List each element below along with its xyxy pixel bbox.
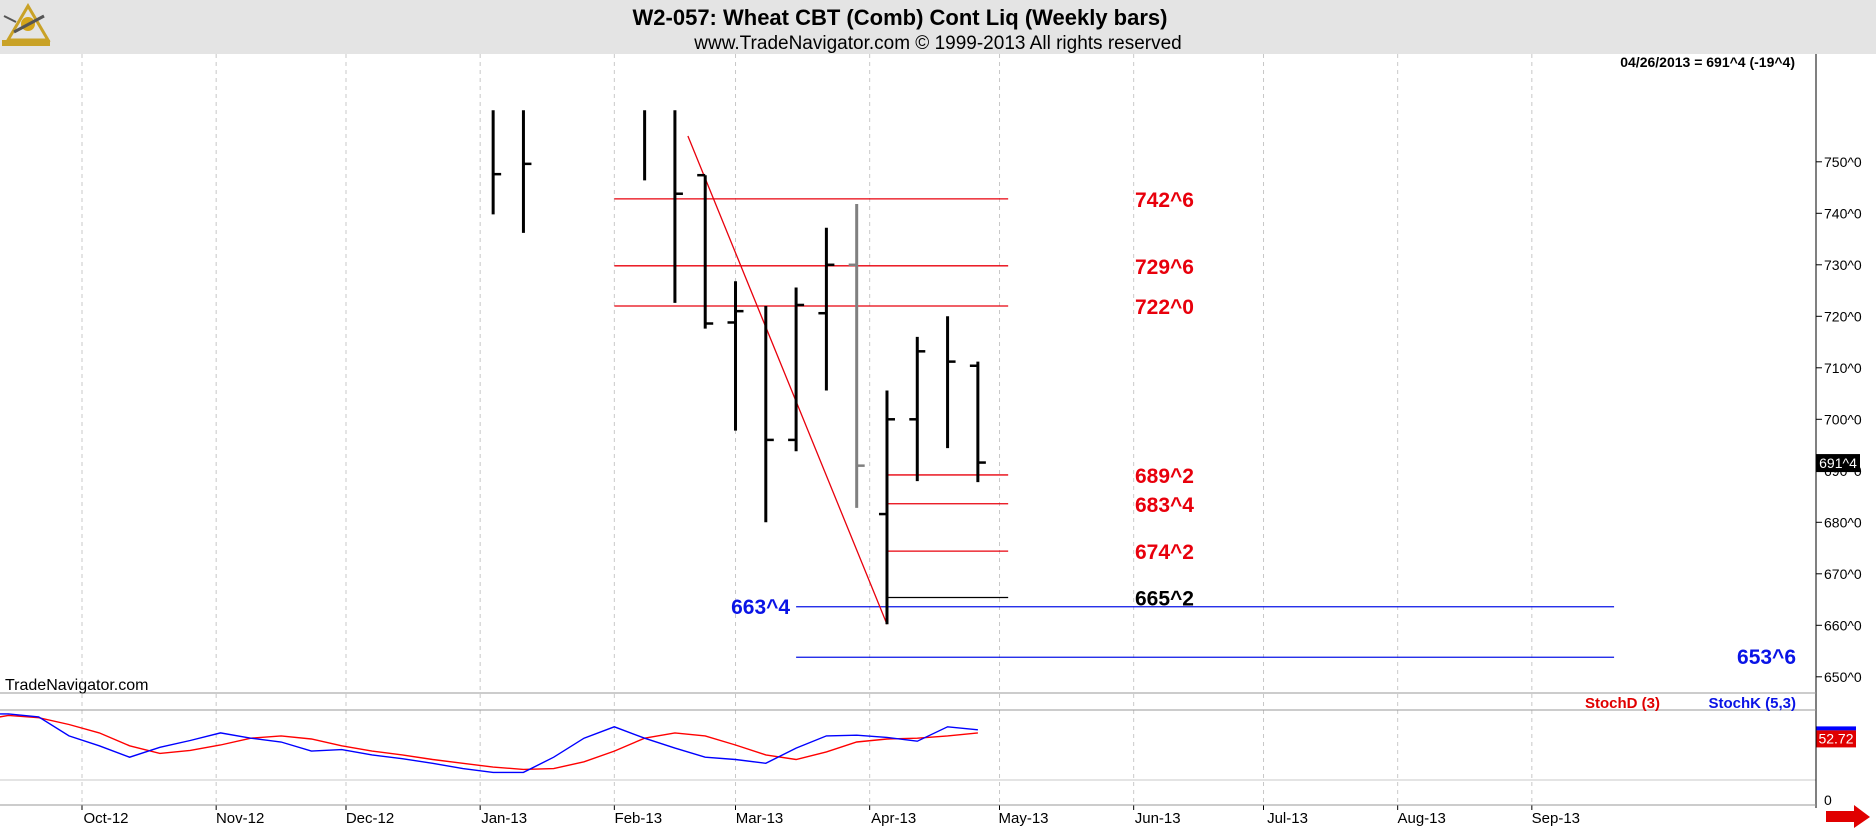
scroll-right-arrow[interactable]	[1826, 805, 1870, 828]
stochastic-panel: 052.72	[0, 713, 1856, 808]
price-bars: 691^4	[491, 110, 1860, 625]
x-tick-label: Jul-13	[1267, 810, 1308, 827]
price-levels: 742^6 729^6 722^0 689^2 683^4 674^2 665^2 663^4…	[614, 135, 1796, 669]
x-tick-label: Jan-13	[481, 810, 527, 827]
stoch-d-line	[0, 714, 978, 771]
watermark: TradeNavigator.com	[5, 677, 148, 694]
x-tick-label: Jun-13	[1135, 810, 1181, 827]
level-label: 689^2	[1135, 465, 1194, 488]
stoch-k-line	[0, 713, 978, 774]
y-tick-label: 750^0	[1824, 154, 1862, 170]
last-price-tag: 691^4	[1819, 455, 1857, 471]
x-axis: Oct-12 Nov-12 Dec-12 Jan-13 Feb-13 Mar-13 Apr-…	[81, 805, 1580, 827]
level-label: 683^4	[1135, 494, 1194, 517]
y-tick-label: 710^0	[1824, 360, 1862, 376]
y-tick-label: 730^0	[1824, 257, 1862, 273]
stoch-value-tag: 52.72	[1818, 730, 1853, 746]
y-tick-label: 680^0	[1824, 514, 1862, 530]
x-tick-label: Apr-13	[871, 810, 916, 827]
y-axis: 650^0660^0670^0680^0690^0700^0710^0720^0…	[1816, 154, 1862, 685]
x-tick-label: Dec-12	[346, 810, 394, 827]
last-quote-readout: 04/26/2013 = 691^4 (-19^4)	[1620, 54, 1795, 70]
header-band	[0, 0, 1876, 54]
level-label: 674^2	[1135, 541, 1194, 564]
x-tick-label: Nov-12	[216, 810, 264, 827]
stoch-k-tag-marker	[1816, 726, 1856, 731]
x-tick-label: May-13	[998, 810, 1048, 827]
chart-title: W2-057: Wheat CBT (Comb) Cont Liq (Weekl…	[633, 5, 1168, 30]
y-tick-label: 660^0	[1824, 617, 1862, 633]
y-tick-label: 720^0	[1824, 308, 1862, 324]
y-tick-label: 670^0	[1824, 566, 1862, 582]
stoch-tag-bg	[1816, 730, 1856, 748]
level-label: 653^6	[1737, 646, 1796, 669]
level-label: 729^6	[1135, 256, 1194, 279]
level-label: 665^2	[1135, 587, 1194, 610]
level-label: 722^0	[1135, 296, 1194, 319]
last-price-tag-bg	[1816, 454, 1860, 473]
trendline	[687, 135, 888, 625]
stoch-y-tick-label: 0	[1824, 792, 1832, 808]
x-tick-label: Mar-13	[736, 810, 784, 827]
level-label: 742^6	[1135, 189, 1194, 212]
y-tick-label: 700^0	[1824, 411, 1862, 427]
y-tick-label: 740^0	[1824, 205, 1862, 221]
y-tick-label: 650^0	[1824, 669, 1862, 685]
x-tick-label: Sep-13	[1532, 810, 1580, 827]
x-tick-label: Aug-13	[1397, 810, 1445, 827]
x-tick-label: Feb-13	[615, 810, 663, 827]
stoch-k-legend: StochK (5,3)	[1708, 695, 1796, 712]
level-label: 663^4	[731, 596, 790, 619]
trade-navigator-logo	[2, 3, 51, 46]
grid	[81, 54, 1533, 805]
chart-subtitle: www.TradeNavigator.com © 1999-2013 All r…	[693, 33, 1181, 54]
stoch-d-legend: StochD (3)	[1585, 695, 1660, 712]
x-tick-label: Oct-12	[83, 810, 128, 827]
